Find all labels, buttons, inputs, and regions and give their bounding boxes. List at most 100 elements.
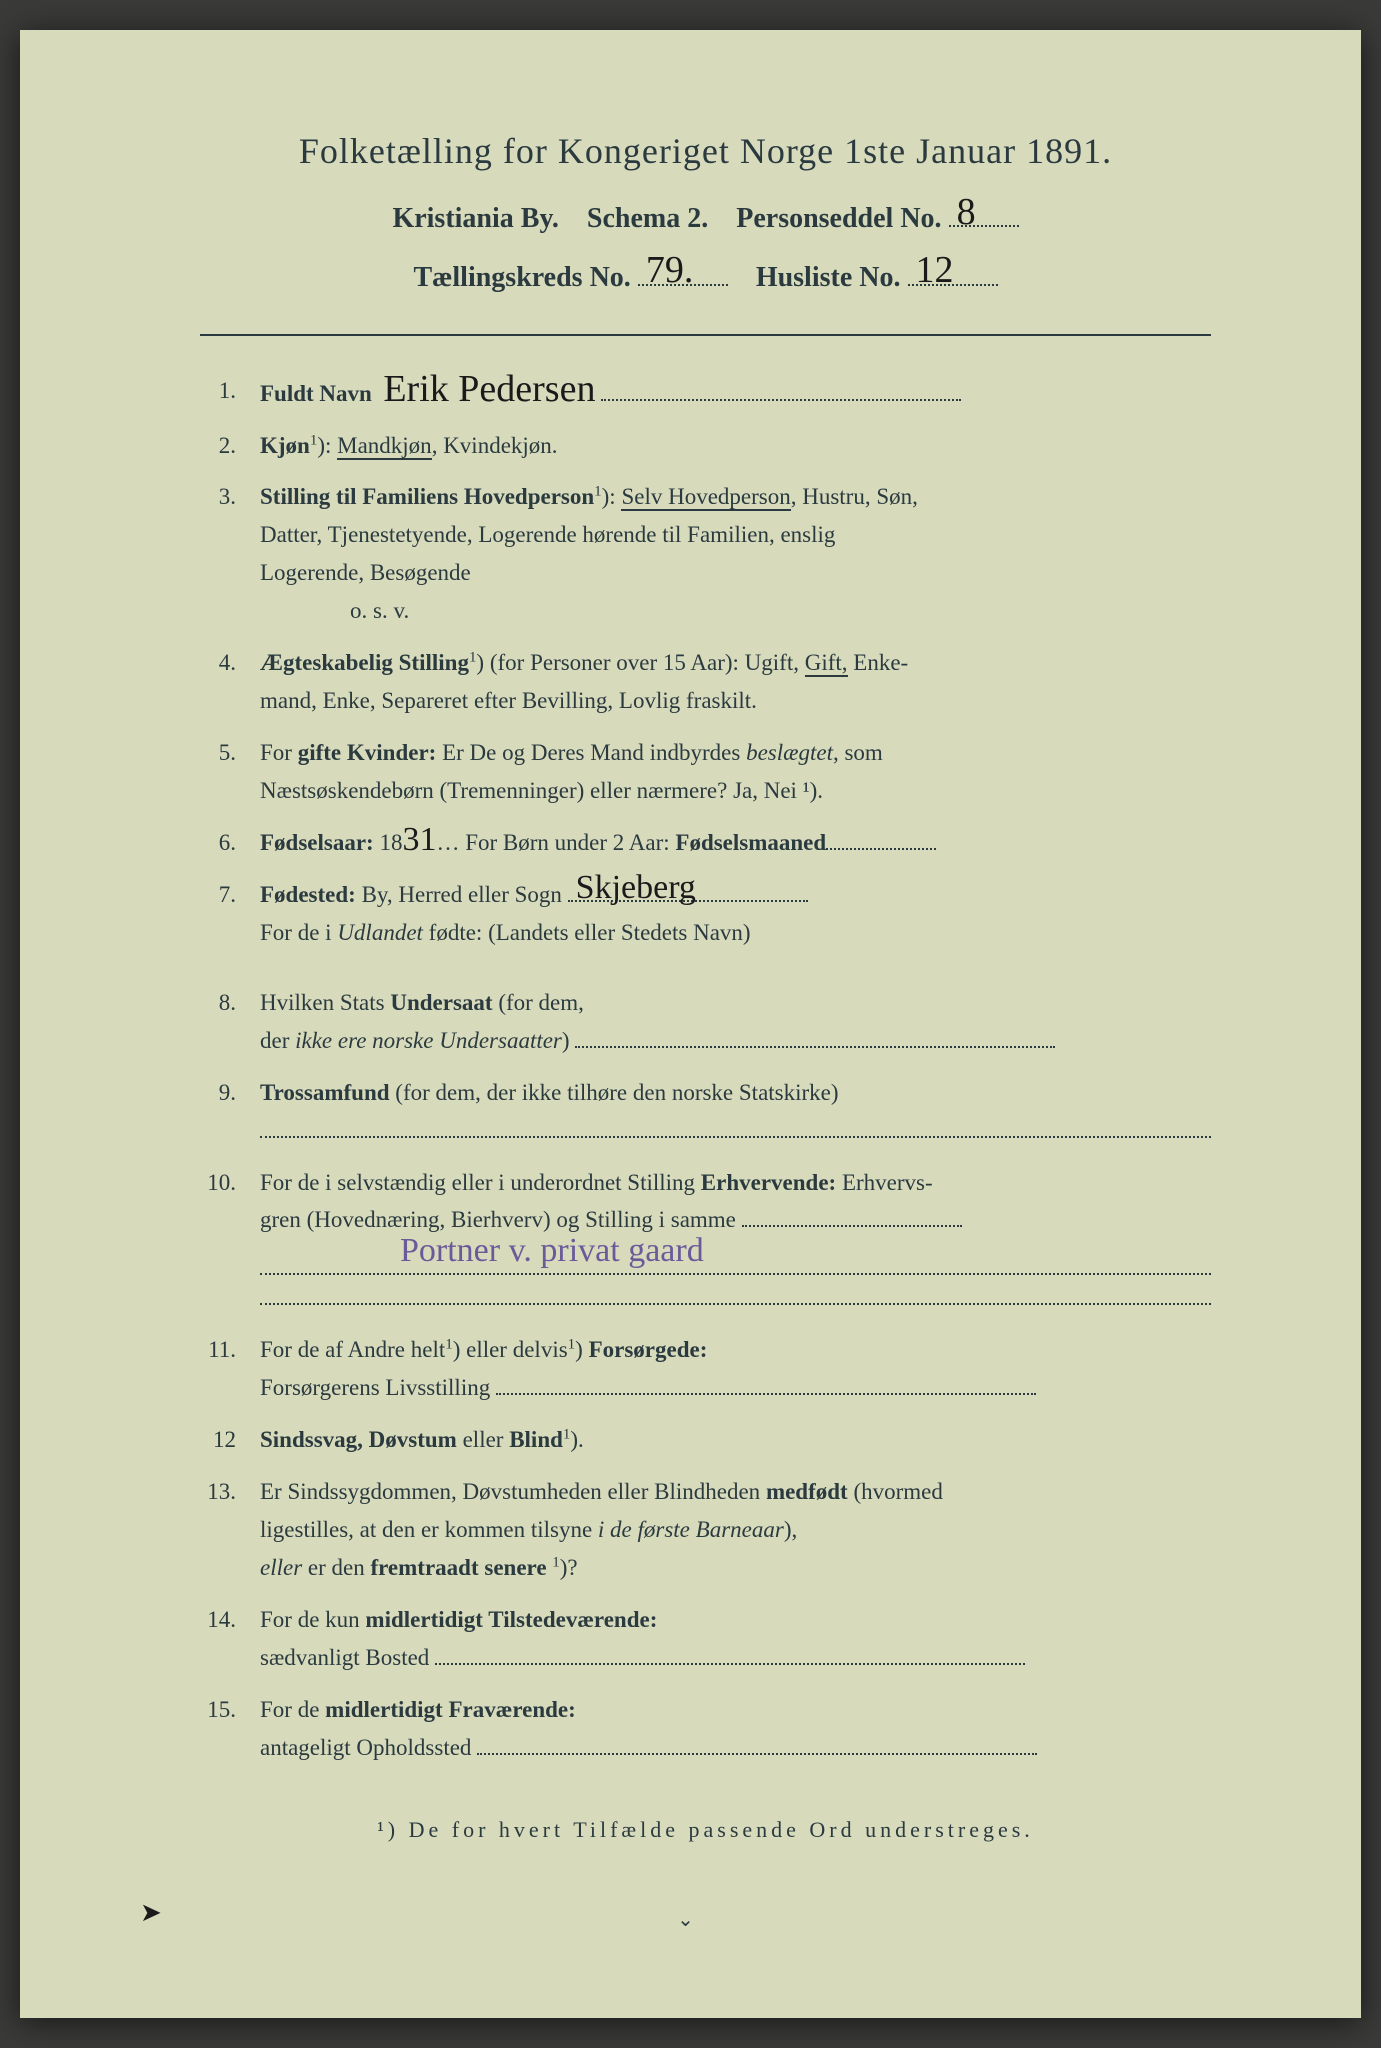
item-7: 7. Fødested: By, Herred eller Sogn Skjeb… [200,876,1211,952]
text: , som [833,740,883,765]
cont-line: Datter, Tjenestetyende, Logerende hørend… [260,516,1211,554]
text: Erhvervs- [836,1170,932,1195]
occupation-value: Portner v. privat gaard [400,1223,704,1279]
dotted-full-line [260,1279,1211,1317]
cont-line: Forsørgerens Livsstilling [260,1369,1211,1407]
item-10: 10. For de i selvstændig eller i underor… [200,1164,1211,1318]
text: Forsørgerens Livsstilling [260,1375,490,1400]
husliste-no-value: 12 [916,253,954,287]
item-12: 12 Sindssvag, Døvstum eller Blind1). [200,1421,1211,1459]
text: For de [260,1697,325,1722]
form-header: Folketælling for Kongeriget Norge 1ste J… [200,130,1211,294]
label: Fuldt Navn [260,381,372,406]
label: fremtraadt senere [370,1555,546,1580]
text: ) [562,1028,570,1053]
text: By, Herred eller Sogn [356,882,562,907]
item-number: 5. [200,734,260,810]
birthplace-value: Skjeberg [576,873,696,904]
city-label: Kristiania By. [392,203,558,234]
cont-line: antageligt Opholdssted [260,1729,1211,1767]
text: ) eller delvis [453,1337,568,1362]
dotted-line [826,827,936,850]
form-title: Folketælling for Kongeriget Norge 1ste J… [200,130,1211,172]
item-body: Sindssvag, Døvstum eller Blind1). [260,1421,1211,1459]
text: Er Sindssygdommen, Døvstumheden eller Bl… [260,1479,766,1504]
form-items: 1. Fuldt Navn Erik Pedersen 2. Kjøn1): M… [200,372,1211,1767]
item-11: 11. For de af Andre helt1) eller delvis1… [200,1331,1211,1407]
text-italic: eller [260,1555,302,1580]
item-body: For de kun midlertidigt Tilstedeværende:… [260,1601,1211,1677]
item-body: Kjøn1): Mandkjøn, Kvindekjøn. [260,427,1211,465]
header-rule [200,334,1211,336]
label: Undersaat [390,990,492,1015]
label: Stilling til Familiens Hovedperson [260,484,594,509]
margin-arrow-icon: ➤ [140,1898,162,1928]
text: (for dem, der ikke tilhøre den norske St… [390,1080,839,1105]
text: )? [560,1555,578,1580]
item-body: For de af Andre helt1) eller delvis1) Fo… [260,1331,1211,1407]
item-5: 5. For gifte Kvinder: Er De og Deres Man… [200,734,1211,810]
item-body: For gifte Kvinder: Er De og Deres Mand i… [260,734,1211,810]
text: ) [575,1337,588,1362]
label-pre: For [260,740,298,765]
item-body: Ægteskabelig Stilling1) (for Personer ov… [260,644,1211,720]
item-8: 8. Hvilken Stats Undersaat (for dem, der… [200,984,1211,1060]
form-subtitle-1: Kristiania By. Schema 2. Personseddel No… [200,196,1211,235]
kreds-no-field: 79. [638,255,728,286]
footnote-ref: 1 [445,1337,452,1353]
cont-line: Logerende, Besøgende [260,554,1211,592]
text: eller [457,1427,509,1452]
dotted-line [260,1282,1211,1305]
item-13: 13. Er Sindssygdommen, Døvstumheden elle… [200,1473,1211,1587]
item-number: 12 [200,1421,260,1459]
options-rest: , Kvindekjøn. [432,433,558,458]
cont-line: For de i Udlandet fødte: (Landets eller … [260,914,1211,952]
text: der [260,1028,295,1053]
dotted-line [496,1372,1036,1395]
text: For de i [260,920,337,945]
dotted-line [601,378,961,401]
cont-line: ligestilles, at den er kommen tilsyne i … [260,1511,1211,1549]
caret-mark: ⌄ [677,1907,694,1932]
husliste-label: Husliste No. [756,262,901,293]
item-body: For de i selvstændig eller i underordnet… [260,1164,1211,1318]
item-number: 2. [200,427,260,465]
personseddel-no-field: 8 [949,196,1019,227]
label: midlertidigt Fraværende: [325,1697,576,1722]
cont-line: eller er den fremtraadt senere 1)? [260,1549,1211,1587]
text: fødte: (Landets eller Stedets Navn) [423,920,751,945]
options-rest: Enke- [848,650,909,675]
cont-line: mand, Enke, Separeret efter Bevilling, L… [260,682,1211,720]
selected-option: Mandkjøn [337,433,432,460]
options-pre: (for Personer over 15 Aar): Ugift, [484,650,805,675]
item-body: Fødselsaar: 1831… For Børn under 2 Aar: … [260,824,1211,862]
item-number: 14. [200,1601,260,1677]
text: For de i selvstændig eller i underordnet… [260,1170,701,1195]
item-2: 2. Kjøn1): Mandkjøn, Kvindekjøn. [200,427,1211,465]
label: gifte Kvinder: [298,740,437,765]
personseddel-label: Personseddel No. [736,203,941,234]
label: Ægteskabelig Stilling [260,650,469,675]
text: ). [570,1427,583,1452]
fuldt-navn-value: Erik Pedersen [383,372,595,406]
item-3: 3. Stilling til Familiens Hovedperson1):… [200,478,1211,630]
text-italic: Udlandet [337,920,423,945]
label: midlertidigt Tilstedeværende: [365,1607,657,1632]
item-body: Fødested: By, Herred eller Sogn Skjeberg… [260,876,1211,952]
item-number: 11. [200,1331,260,1407]
footnote-ref: 1 [310,432,317,448]
text: ligestilles, at den er kommen tilsyne [260,1517,598,1542]
dotted-full-line [260,1112,1211,1150]
item-body: Er Sindssygdommen, Døvstumheden eller Bl… [260,1473,1211,1587]
text: er den [302,1555,370,1580]
label: medfødt [766,1479,848,1504]
schema-label: Schema 2. [587,203,708,234]
item-number: 7. [200,876,260,952]
form-subtitle-2: Tællingskreds No. 79. Husliste No. 12 [200,255,1211,294]
birthplace-field: Skjeberg [568,879,808,902]
cont-line: Næstsøskendebørn (Tremenninger) eller næ… [260,772,1211,810]
dotted-line [742,1204,962,1227]
label: Fødselsaar: [260,830,374,855]
footnote-ref: 1 [552,1554,559,1570]
item-number: 4. [200,644,260,720]
